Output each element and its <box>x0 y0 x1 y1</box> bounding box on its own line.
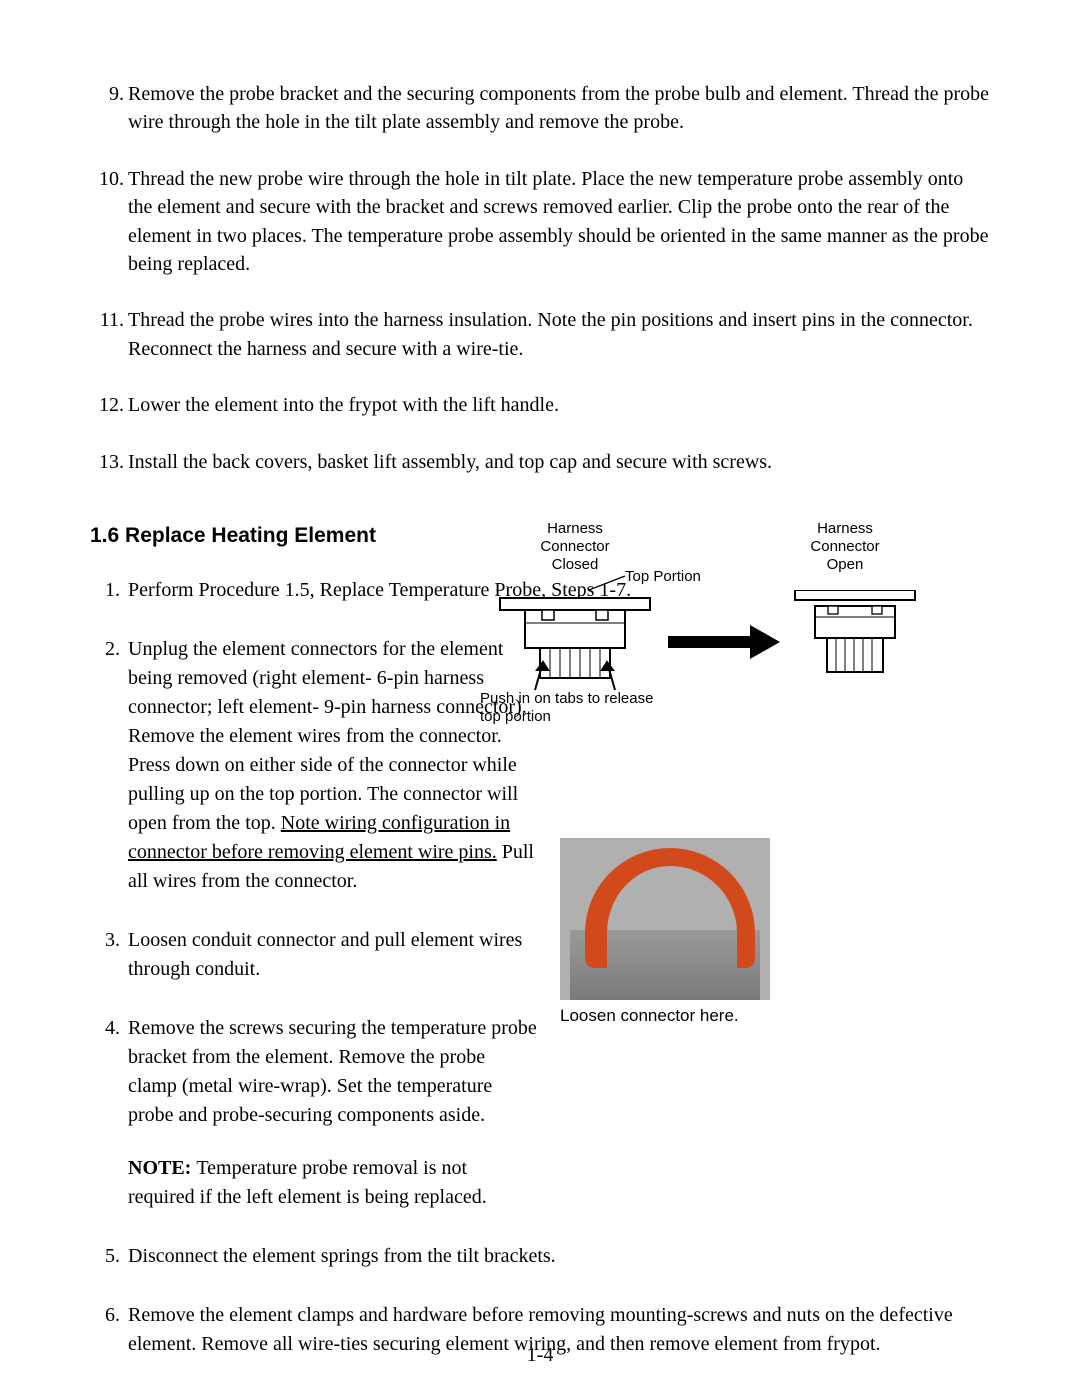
arrow-right-icon <box>668 625 780 659</box>
photo-caption: Loosen connector here. <box>560 1006 770 1026</box>
step-item: 13.Install the back covers, basket lift … <box>90 448 990 476</box>
step-item: 4.Remove the screws securing the tempera… <box>90 1014 538 1212</box>
harness-connector-figure: Harness Connector Closed Harness Connect… <box>490 590 930 850</box>
step-item: 12.Lower the element into the frypot wit… <box>90 391 990 419</box>
step-item: 5.Disconnect the element springs from th… <box>90 1242 990 1271</box>
conduit-connector-photo: Loosen connector here. <box>560 838 770 1026</box>
connector-closed-icon <box>490 590 660 700</box>
step-item: 3.Loosen conduit connector and pull elem… <box>90 926 538 984</box>
step-item: 2.Unplug the element connectors for the … <box>90 635 538 896</box>
step-item: 10.Thread the new probe wire through the… <box>90 165 990 279</box>
step-item: 9.Remove the probe bracket and the secur… <box>90 80 990 137</box>
continued-step-list: 9.Remove the probe bracket and the secur… <box>90 80 990 476</box>
step-item: 11.Thread the probe wires into the harne… <box>90 306 990 363</box>
page-number: 1-4 <box>0 1344 1080 1367</box>
connector-open-icon <box>790 590 920 700</box>
